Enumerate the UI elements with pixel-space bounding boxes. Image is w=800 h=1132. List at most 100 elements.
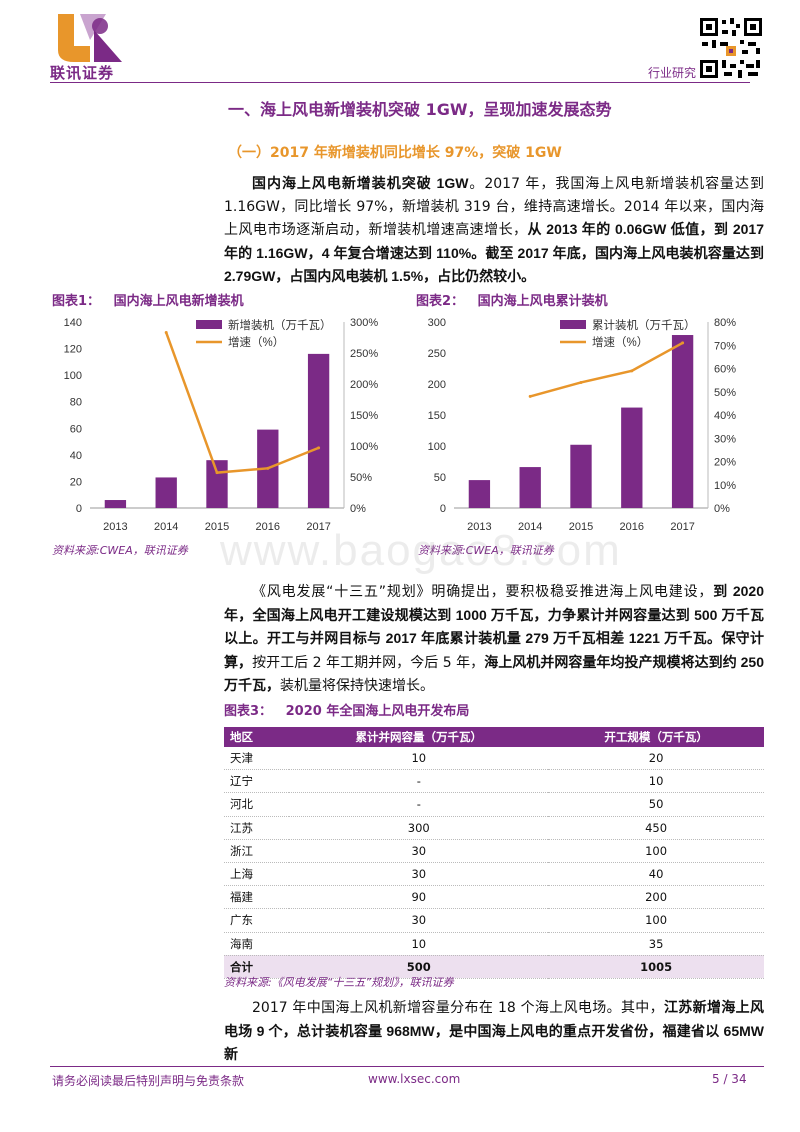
footer-disclaimer: 请务必阅读最后特别声明与免责条款	[52, 1074, 245, 1088]
para2-text3: 装机量将保持快速增长。	[280, 678, 434, 694]
paragraph-2: 《风电发展“十三五”规划》明确提出，要积极稳妥推进海上风电建设，到 2020 年…	[224, 580, 764, 698]
bar-2014	[519, 467, 541, 508]
y-tick-label: 140	[64, 317, 82, 329]
para1-bold: 从 2013 年的 0.06GW 低值，到 2017 年的 1.16GW，4 年…	[224, 221, 764, 284]
y2-tick-label: 150%	[350, 410, 378, 422]
x-tick-label: 2014	[518, 521, 542, 533]
x-tick-label: 2015	[205, 521, 229, 533]
growth-point-2017	[317, 446, 321, 450]
table-row: 上海 30 40	[224, 862, 764, 887]
para2-bold2: 海上风机并网容量年均投产规模将达到约 250 万千瓦，	[224, 653, 764, 694]
figure2-caption: 图表2： 国内海上风电累计装机	[416, 290, 608, 309]
table-row: 河北 -50	[224, 792, 764, 817]
y2-tick-label: 60%	[714, 364, 736, 376]
growth-point-2014	[528, 394, 532, 398]
figure1-label: 图表1：	[52, 294, 101, 309]
paragraph-3: 2017 年中国海上风机新增容量分布在 18 个海上风电场。其中，江苏新增海上风…	[224, 996, 764, 1067]
table-cell: 300	[289, 816, 549, 840]
para1-lead: 国内海上风电新增装机突破 1GW	[252, 175, 469, 191]
growth-point-2015	[579, 380, 583, 384]
x-tick-label: 2015	[569, 521, 593, 533]
table-cell: 500	[289, 955, 549, 979]
chart-cumulative-installations: 0 50 100 150 200 250 300 0% 10% 20% 30% 40% 50% 60% 70…	[428, 317, 737, 533]
y2-tick-label: 80%	[714, 317, 736, 329]
figure1-caption: 图表1： 国内海上风电新增装机	[52, 290, 244, 309]
table-cell: 10	[548, 769, 764, 794]
y-tick-label: 100	[64, 370, 82, 382]
figure3-label: 图表3：	[224, 704, 273, 719]
y2-tick-label: 200%	[350, 379, 378, 391]
table-row: 广东 30 100	[224, 908, 764, 933]
figure3-source: 资料来源:《风电发展“十三五”规划》，联讯证券	[224, 976, 454, 989]
table-cell: 450	[548, 816, 764, 840]
y-tick-label: 300	[428, 317, 446, 329]
table-cell: 200	[548, 885, 764, 910]
legend-bar-swatch	[196, 320, 222, 329]
growth-rate-line	[165, 332, 320, 474]
y2-tick-label: 300%	[350, 317, 378, 329]
chart-new-installations: 0 20 40 60 80 100 120 140 0% 50% 100% 150% 200% 250% 3…	[64, 317, 379, 533]
footer-divider	[50, 1066, 764, 1067]
table-cell: 100	[548, 839, 764, 863]
table-cell: 10	[289, 747, 549, 771]
table-cell: 30	[289, 908, 549, 933]
footer-url[interactable]: www.lxsec.com	[368, 1072, 461, 1086]
table-row: 福建 90 200	[224, 885, 764, 910]
y2-tick-label: 40%	[714, 410, 736, 422]
bar-2015	[570, 444, 592, 508]
para3-bold: 江苏新增海上风电场 9 个，总计装机容量 968MW，是中国海上风电的重点开发省…	[224, 999, 765, 1062]
x-tick-label: 2017	[306, 521, 330, 533]
brand-name: 联讯证券	[50, 64, 115, 82]
figure2-title: 国内海上风电累计装机	[477, 294, 608, 309]
figure3-title: 2020 年全国海上风电开发布局	[285, 704, 470, 719]
bar-2017	[671, 335, 694, 508]
growth-point-2016	[630, 369, 634, 373]
y-tick-label: 0	[440, 503, 446, 515]
figure1-title: 国内海上风电新增装机	[113, 294, 244, 309]
y2-tick-label: 100%	[350, 441, 378, 453]
table-cell: 35	[548, 932, 764, 956]
y2-tick-label: 250%	[350, 348, 378, 360]
bar-2015	[206, 460, 228, 508]
table-row: 海南 10 35	[224, 932, 764, 956]
y2-tick-label: 50%	[714, 387, 736, 399]
y-tick-label: 250	[428, 348, 446, 360]
table-cell: 天津	[224, 747, 290, 771]
watermark: www.baogao8.com	[220, 526, 622, 575]
para3-text: 2017 年中国海上风机新增容量分布在 18 个海上风电场。其中，	[252, 1000, 664, 1016]
para2-text1: 《风电发展“十三五”规划》明确提出，要积极稳妥推进海上风电建设，	[252, 584, 714, 600]
y-tick-label: 20	[70, 476, 82, 488]
y-tick-label: 40	[70, 450, 82, 462]
y2-tick-label: 0%	[350, 503, 366, 515]
x-tick-label: 2017	[670, 521, 694, 533]
table-header-cell: 累计并网容量（万千瓦）	[289, 727, 549, 747]
paragraph-1: 国内海上风电新增装机突破 1GW。2017 年，我国海上风电新增装机容量达到1.…	[224, 172, 764, 289]
figure1-source: 资料来源:CWEA，联讯证券	[52, 544, 188, 557]
y-tick-label: 80	[70, 397, 82, 409]
table-cell: 广东	[224, 908, 290, 933]
table-cell: -	[289, 769, 549, 794]
para2-bold1: 到 2020 年，全国海上风电开工建设规模达到 1000 万千瓦，力争累计并网容…	[224, 583, 764, 670]
growth-point-2016	[266, 466, 270, 470]
table-cell: 海南	[224, 932, 290, 956]
y-tick-label: 50	[434, 472, 446, 484]
table-cell: 上海	[224, 862, 290, 887]
para1-text: 。2017 年，我国海上风电新增装机容量达到1.16GW，同比增长 97%，新增…	[224, 176, 765, 238]
table-row: 天津 10 20	[224, 747, 764, 771]
table-row: 江苏 300 450	[224, 816, 764, 840]
y2-tick-label: 30%	[714, 433, 736, 445]
qr-code-icon	[698, 16, 764, 80]
table-total-row: 合计 500 1005	[224, 955, 764, 979]
table-cell: 20	[548, 747, 764, 771]
growth-rate-line	[529, 341, 684, 398]
growth-point-2015	[215, 471, 219, 475]
bar-2014	[155, 477, 177, 508]
y2-tick-label: 50%	[350, 472, 372, 484]
table-row: 辽宁 -10	[224, 769, 764, 794]
table-cell: 福建	[224, 885, 290, 910]
table-header-row: 地区 累计并网容量（万千瓦） 开工规模（万千瓦）	[224, 727, 764, 747]
y-tick-label: 0	[76, 503, 82, 515]
table-cell: 浙江	[224, 839, 290, 863]
legend-line-label: 增速（%）	[228, 335, 284, 349]
table-cell: 30	[289, 862, 549, 887]
